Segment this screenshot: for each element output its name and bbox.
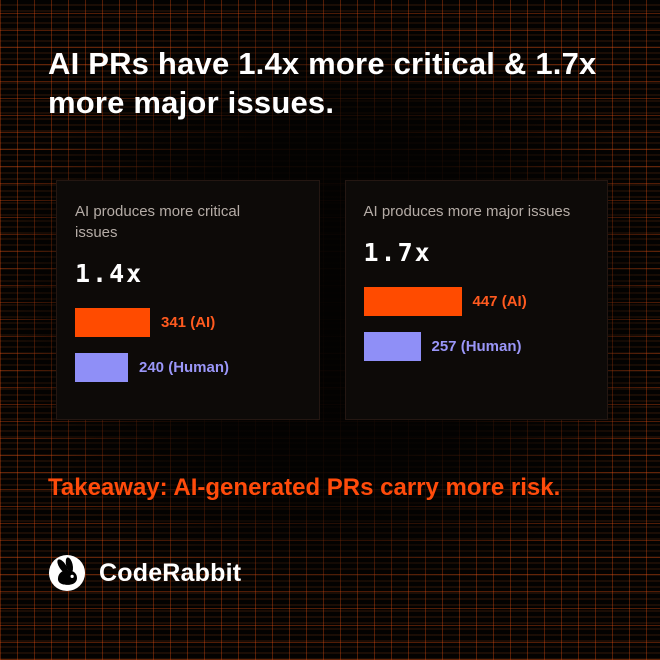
ai-bar [75, 308, 150, 338]
page-title: AI PRs have 1.4x more critical & 1.7x mo… [48, 46, 597, 121]
stat-cards-row: AI produces more critical issues 1.4x 34… [56, 180, 608, 421]
takeaway-text: Takeaway: AI-generated PRs carry more ri… [48, 474, 561, 502]
card-caption: AI produces more critical issues [75, 203, 241, 242]
card-caption: AI produces more major issues [363, 203, 571, 221]
human-bar-label: 240 (Human) [139, 359, 230, 377]
ai-bar [363, 287, 462, 317]
ai-bar-row: 447 (AI) [363, 287, 590, 317]
human-bar [363, 332, 421, 362]
multiplier-value: 1.4x [75, 259, 144, 289]
multiplier-value: 1.7x [363, 238, 432, 268]
brand-name: CodeRabbit [99, 558, 242, 587]
bar-chart: 341 (AI) 240 (Human) [75, 308, 301, 383]
rabbit-icon [48, 554, 86, 592]
critical-issues-card: AI produces more critical issues 1.4x 34… [56, 180, 320, 421]
brand-footer: CodeRabbit [48, 554, 612, 592]
human-bar-row: 257 (Human) [363, 332, 590, 362]
human-bar-label: 257 (Human) [431, 338, 522, 356]
ai-bar-label: 447 (AI) [472, 293, 527, 311]
major-issues-card: AI produces more major issues 1.7x 447 (… [344, 180, 608, 421]
ai-bar-label: 341 (AI) [161, 314, 216, 332]
human-bar-row: 240 (Human) [75, 353, 301, 383]
ai-bar-row: 341 (AI) [75, 308, 301, 338]
human-bar [75, 353, 128, 383]
bar-chart: 447 (AI) 257 (Human) [363, 287, 590, 362]
